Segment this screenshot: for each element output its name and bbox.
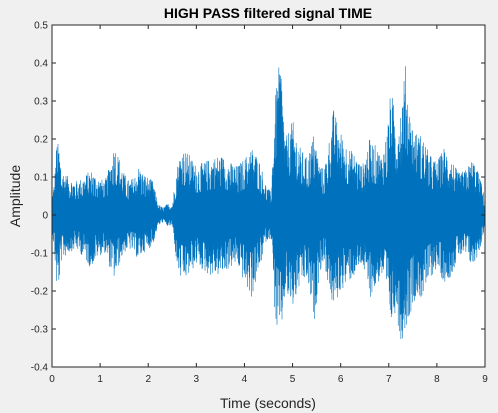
y-tick-label: 0.4 — [34, 59, 48, 70]
y-tick-label: 0.3 — [34, 97, 48, 108]
x-tick-label: 8 — [434, 374, 440, 385]
y-tick-label: 0 — [42, 211, 48, 222]
x-tick-label: 7 — [386, 374, 392, 385]
x-tick-label: 5 — [290, 374, 296, 385]
signal-trace — [51, 66, 486, 340]
y-tick-label: 0.2 — [34, 135, 48, 146]
y-tick-label: -0.4 — [31, 363, 49, 374]
x-tick-label: 4 — [242, 374, 248, 385]
x-tick-labels: 0 1 2 3 4 5 6 7 8 9 — [49, 374, 488, 385]
x-tick-label: 3 — [194, 374, 200, 385]
chart-title: HIGH PASS filtered signal TIME — [164, 5, 372, 21]
y-tick-labels: -0.4 -0.3 -0.2 -0.1 0 0.1 0.2 0.3 0.4 0.5 — [31, 21, 49, 374]
y-axis-label: Amplitude — [7, 165, 23, 227]
x-tick-label: 2 — [145, 374, 151, 385]
signal-core-band — [52, 143, 485, 273]
x-tick-label: 0 — [49, 374, 55, 385]
plot-box — [51, 24, 486, 368]
y-tick-label: -0.3 — [31, 325, 49, 336]
x-tick-label: 9 — [482, 374, 488, 385]
x-axis-label: Time (seconds) — [220, 395, 316, 411]
x-tick-label: 1 — [97, 374, 103, 385]
y-tick-label: 0.1 — [34, 173, 48, 184]
y-tick-label: 0.5 — [34, 21, 48, 32]
x-tick-label: 6 — [338, 374, 344, 385]
y-tick-label: -0.2 — [31, 287, 49, 298]
y-tick-label: -0.1 — [31, 249, 49, 260]
